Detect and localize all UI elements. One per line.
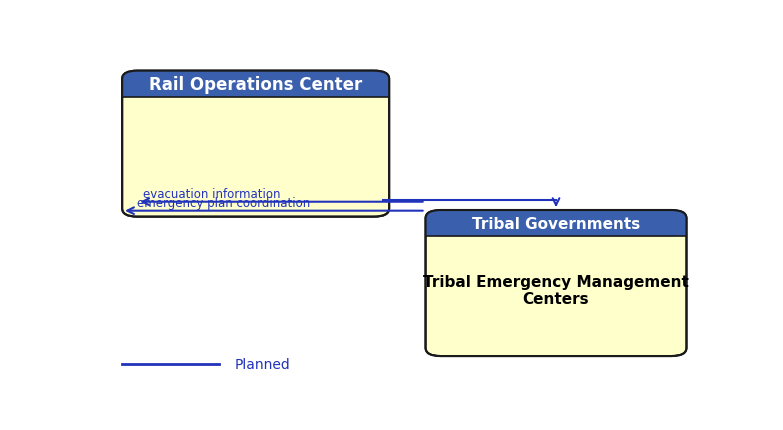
Bar [426,223,687,237]
Text: Tribal Emergency Management
Centers: Tribal Emergency Management Centers [423,274,689,307]
Bar [122,83,389,98]
FancyBboxPatch shape [426,211,687,237]
Text: evacuation information: evacuation information [143,188,281,201]
FancyBboxPatch shape [122,71,389,98]
Text: Rail Operations Center: Rail Operations Center [149,76,363,94]
FancyBboxPatch shape [426,211,687,356]
Text: Tribal Governments: Tribal Governments [472,216,640,231]
Text: emergency plan coordination: emergency plan coordination [137,197,311,210]
FancyBboxPatch shape [122,71,389,217]
Text: Planned: Planned [234,357,290,372]
